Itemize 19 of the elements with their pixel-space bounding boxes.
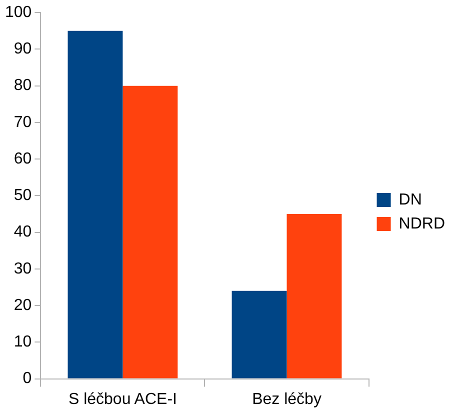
y-tick-label: 100 xyxy=(4,4,32,22)
bar xyxy=(122,86,178,378)
bar xyxy=(286,214,342,378)
y-tick-label: 70 xyxy=(14,114,32,131)
y-tick-label: 40 xyxy=(14,224,32,241)
y-tick-label: 80 xyxy=(14,77,32,94)
legend-label: DN xyxy=(398,191,422,208)
y-tick-label: 0 xyxy=(22,370,32,388)
bar xyxy=(232,290,287,378)
y-tick-label: 90 xyxy=(14,40,32,58)
x-tick-label: Bez léčby xyxy=(252,390,322,408)
y-tick-label: 30 xyxy=(14,260,32,278)
y-tick-label: 20 xyxy=(14,296,32,314)
legend-label: NDRD xyxy=(398,215,445,232)
y-tick-label: 60 xyxy=(14,150,32,168)
y-tick-label: 50 xyxy=(14,187,32,204)
y-tick-label: 10 xyxy=(14,334,32,351)
x-tick-label: S léčbou ACE-I xyxy=(68,390,177,408)
bar xyxy=(68,30,123,378)
